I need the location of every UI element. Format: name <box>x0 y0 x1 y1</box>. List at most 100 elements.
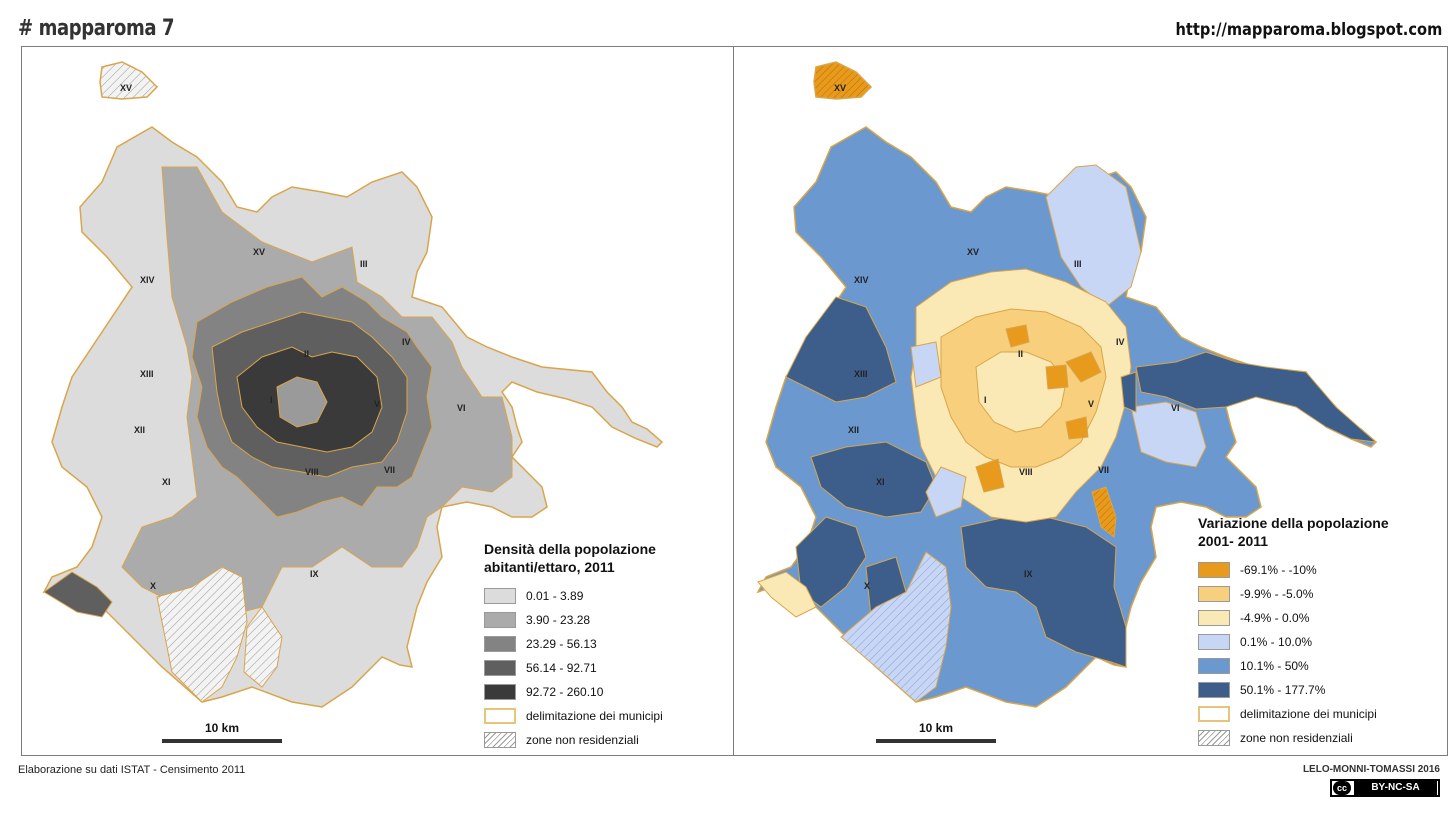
variation-area-center-light <box>975 351 1067 433</box>
variation-area-iii <box>1045 164 1142 308</box>
variation-legend: Variazione della popolazione 2001- 2011 … <box>1198 514 1438 750</box>
variation-class-1-label: -69.1% - -10% <box>1240 563 1317 577</box>
density-area-sw-dark <box>43 571 113 618</box>
authors-credit: LELO-MONNI-TOMASSI 2016 <box>1302 764 1440 775</box>
variation-legend-row: zone non residenziali <box>1198 726 1438 750</box>
density-area-nonres-1 <box>156 566 248 703</box>
cc-icon: cc <box>1333 781 1351 795</box>
density-hatch-swatch <box>484 732 516 748</box>
variation-area-nonres <box>840 551 952 703</box>
density-label-v: V <box>374 399 380 409</box>
density-label-vii: VII <box>384 465 395 475</box>
variation-label-xiii: XIII <box>854 369 868 379</box>
variation-class-4-label: 0.1% - 10.0% <box>1240 635 1313 649</box>
blog-url[interactable]: http://mapparoma.blogspot.com <box>1175 20 1442 40</box>
variation-legend-title-line2: 2001- 2011 <box>1198 533 1269 549</box>
variation-label-xv-small: XV <box>834 83 846 93</box>
density-area-xv <box>99 61 159 100</box>
density-legend-row: delimitazione dei municipi <box>484 704 724 728</box>
variation-legend-row: -69.1% - -10% <box>1198 558 1438 582</box>
variation-legend-row: 50.1% - 177.7% <box>1198 678 1438 702</box>
density-swatch-2 <box>484 612 516 628</box>
density-class-5-label: 92.72 - 260.10 <box>526 685 604 699</box>
density-area-center <box>276 376 328 428</box>
density-legend-title-line2: abitanti/ettaro, 2011 <box>484 559 615 575</box>
density-swatch-4 <box>484 660 516 676</box>
variation-legend-row: delimitazione dei municipi <box>1198 702 1438 726</box>
variation-area-xv <box>813 61 873 100</box>
density-map: XV XV III XIV II IV XIII I V VI XII XI V… <box>42 61 664 708</box>
variation-legend-row: 0.1% - 10.0% <box>1198 630 1438 654</box>
density-label-ix: IX <box>310 569 319 579</box>
density-label-iv: IV <box>402 337 411 347</box>
density-label-xiii: XIII <box>140 369 154 379</box>
density-municipi-labels: XV XV III XIV II IV XIII I V VI XII XI V… <box>120 83 466 591</box>
panel-divider <box>733 47 734 755</box>
variation-scale-label: 10 km <box>918 721 954 735</box>
density-class-2-label: 3.90 - 23.28 <box>526 613 591 627</box>
density-label-i: I <box>270 395 273 405</box>
variation-area-dark-centre <box>1120 371 1137 413</box>
density-scale-line <box>162 739 282 743</box>
density-legend-row: 56.14 - 92.71 <box>484 656 724 680</box>
variation-label-ii: II <box>1018 349 1023 359</box>
variation-swatch-6 <box>1198 682 1230 698</box>
density-label-viii: VIII <box>305 467 319 477</box>
density-class-1-label: 0.01 - 3.89 <box>526 589 584 603</box>
page-title: # mapparoma 7 <box>18 16 175 41</box>
density-swatch-1 <box>484 588 516 604</box>
variation-boundary-label: delimitazione dei municipi <box>1240 707 1377 721</box>
density-swatch-5 <box>484 684 516 700</box>
density-label-xii: XII <box>134 425 145 435</box>
variation-area-vi <box>1130 401 1207 468</box>
variation-map-panel: XV XV III XIV II IV XIII I V VI XII XI V… <box>736 47 1447 755</box>
variation-class-5-label: 10.1% - 50% <box>1240 659 1309 673</box>
variation-swatch-4 <box>1198 634 1230 650</box>
density-legend-row: 3.90 - 23.28 <box>484 608 724 632</box>
license-badge[interactable]: cc BY-NC-SA <box>1330 779 1440 797</box>
variation-swatch-2 <box>1198 586 1230 602</box>
density-legend-row: 23.29 - 56.13 <box>484 632 724 656</box>
map-frame <box>21 46 1448 756</box>
variation-label-x: X <box>864 581 870 591</box>
variation-area-ix <box>960 516 1127 668</box>
variation-area-orange-4 <box>1045 364 1069 390</box>
density-interior <box>43 166 513 703</box>
variation-boundary-swatch <box>1198 706 1230 722</box>
variation-legend-row: -4.9% - 0.0% <box>1198 606 1438 630</box>
density-label-xiv: XIV <box>140 275 155 285</box>
variation-class-3-label: -4.9% - 0.0% <box>1240 611 1310 625</box>
variation-label-iv: IV <box>1116 337 1125 347</box>
density-label-vi: VI <box>457 403 466 413</box>
variation-area-xiii <box>785 296 897 403</box>
variation-label-iii: III <box>1074 259 1082 269</box>
variation-label-ix: IX <box>1024 569 1033 579</box>
variation-label-vi: VI <box>1171 403 1180 413</box>
variation-label-xiv: XIV <box>854 275 869 285</box>
density-label-xv: XV <box>253 247 265 257</box>
variation-area-orange-3 <box>975 458 1005 493</box>
variation-scale-bar: 10 km <box>876 721 996 743</box>
density-legend-row: zone non residenziali <box>484 728 724 752</box>
variation-area-orange-1 <box>1005 324 1030 348</box>
variation-area-orange-5 <box>1065 416 1089 440</box>
variation-swatch-5 <box>1198 658 1230 674</box>
density-boundary-label: delimitazione dei municipi <box>526 709 663 723</box>
density-hatch-label: zone non residenziali <box>526 733 639 747</box>
density-label-xi: XI <box>162 477 171 487</box>
variation-area-sw-light <box>757 571 817 618</box>
variation-label-v: V <box>1088 399 1094 409</box>
density-legend-row: 0.01 - 3.89 <box>484 584 724 608</box>
density-label-iii: III <box>360 259 368 269</box>
density-scale-bar: 10 km <box>162 721 282 743</box>
variation-legend-row: -9.9% - -5.0% <box>1198 582 1438 606</box>
density-legend-row: 92.72 - 260.10 <box>484 680 724 704</box>
density-label-ii: II <box>304 349 309 359</box>
variation-label-i: I <box>984 395 987 405</box>
variation-interior <box>757 164 1378 703</box>
source-note: Elaborazione su dati ISTAT - Censimento … <box>18 764 246 776</box>
density-label-x: X <box>150 581 156 591</box>
variation-class-6-label: 50.1% - 177.7% <box>1240 683 1326 697</box>
variation-label-viii: VIII <box>1019 467 1033 477</box>
variation-label-xv: XV <box>967 247 979 257</box>
